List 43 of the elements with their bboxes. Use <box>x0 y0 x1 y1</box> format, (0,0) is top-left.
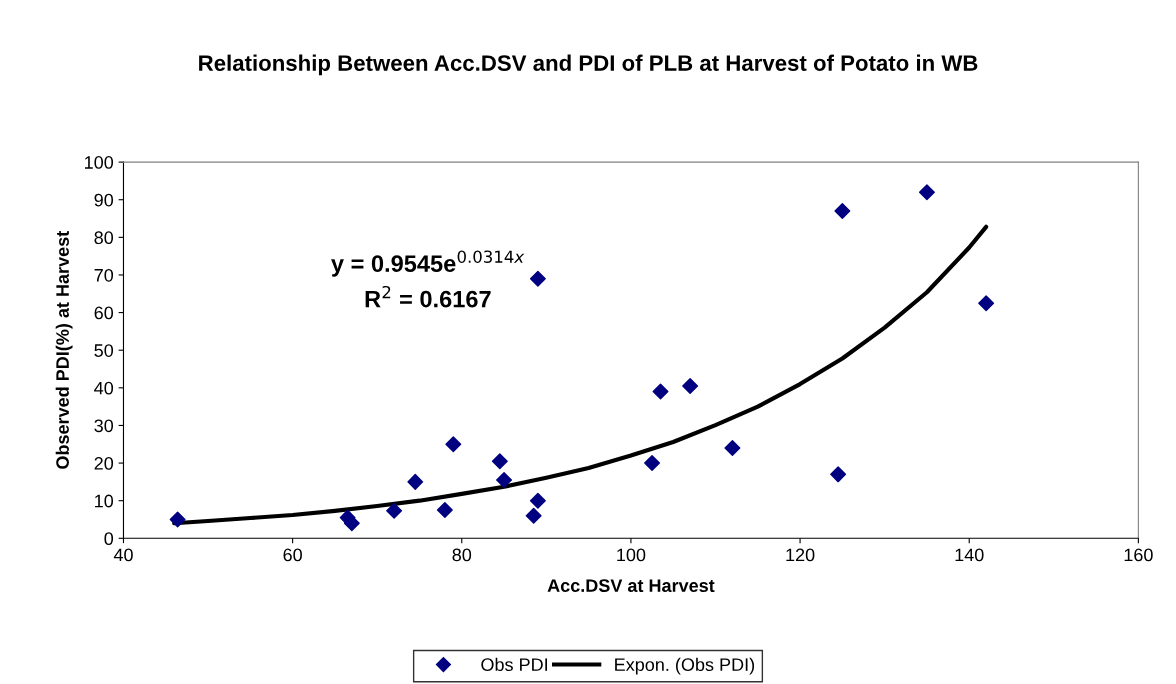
y-tick-label: 30 <box>94 419 114 433</box>
point <box>386 502 403 519</box>
point <box>682 377 699 394</box>
point <box>491 453 508 470</box>
y-tick-label: 100 <box>85 156 114 169</box>
x-tick-label: 160 <box>1124 548 1153 562</box>
y-tick-label: 0 <box>104 532 114 546</box>
y-tick-label: 90 <box>94 193 114 207</box>
x-tick-label: 40 <box>113 548 133 562</box>
x-tick-label: 80 <box>452 548 472 562</box>
y-tick-label: 80 <box>94 231 114 245</box>
point <box>529 492 546 509</box>
y-axis-title: Observed PDI(%) at Harvest <box>55 231 73 469</box>
legend-label: Expon. (Obs PDI) <box>615 657 755 675</box>
point <box>169 511 186 528</box>
y-tick-label: 20 <box>94 457 114 470</box>
point <box>830 466 847 483</box>
y-tick-label: 40 <box>94 381 114 395</box>
point <box>978 295 995 312</box>
annotation: R$^{2}$ = 0.6167 <box>365 285 491 308</box>
x-axis-title: Acc.DSV at Harvest <box>547 579 715 593</box>
point <box>529 270 546 287</box>
x-tick-label: 140 <box>955 548 984 562</box>
annotation: y = 0.9545e$^{0.0314x}$ <box>331 250 525 277</box>
point <box>918 184 935 201</box>
y-tick-label: 70 <box>94 268 114 282</box>
point <box>724 440 741 456</box>
y-tick-label: 60 <box>94 306 114 320</box>
point <box>445 436 462 453</box>
x-tick-label: 60 <box>283 548 302 562</box>
point <box>652 383 669 400</box>
point <box>525 507 542 524</box>
point <box>436 502 453 519</box>
x-tick-label: 120 <box>786 548 815 562</box>
point <box>496 472 513 488</box>
y-tick-label: 10 <box>95 494 114 508</box>
point <box>407 473 424 490</box>
y-tick-label: 50 <box>94 344 114 357</box>
point <box>644 455 661 472</box>
x-tick-label: 100 <box>617 548 646 562</box>
chart-title: Relationship Between Acc.DSV and PDI of PLB at Harvest of Potato in WB <box>199 54 978 76</box>
point <box>834 203 851 219</box>
legend-label: Obs PDI <box>481 657 547 672</box>
